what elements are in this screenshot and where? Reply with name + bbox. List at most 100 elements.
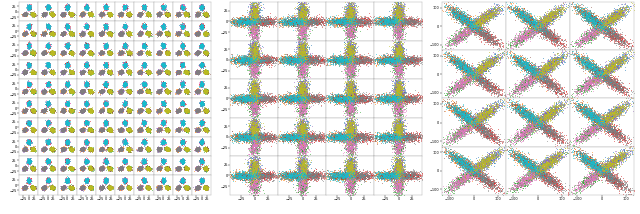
Point — [195, 178, 205, 182]
Point — [87, 13, 97, 17]
Point — [98, 148, 108, 152]
Point — [99, 43, 109, 47]
Point — [343, 101, 353, 105]
Point — [615, 6, 625, 10]
Point — [250, 14, 260, 18]
Point — [101, 138, 111, 142]
Point — [138, 23, 148, 26]
Point — [82, 138, 92, 142]
Point — [45, 89, 55, 92]
Point — [296, 132, 306, 136]
Point — [159, 83, 169, 86]
Point — [83, 12, 93, 15]
Point — [172, 50, 182, 54]
Point — [337, 60, 348, 64]
Point — [124, 109, 134, 112]
Point — [45, 70, 56, 74]
Point — [388, 22, 399, 25]
Point — [197, 160, 207, 164]
Point — [196, 61, 206, 65]
Point — [181, 51, 191, 55]
Point — [67, 14, 77, 17]
Point — [140, 82, 150, 85]
Point — [393, 179, 403, 182]
Point — [295, 161, 305, 165]
Point — [45, 179, 55, 183]
Point — [58, 186, 68, 189]
Point — [179, 166, 189, 169]
Point — [289, 135, 299, 138]
Point — [47, 70, 57, 73]
Point — [63, 123, 73, 126]
Point — [392, 100, 403, 104]
Point — [96, 52, 106, 55]
Point — [163, 49, 173, 53]
Point — [452, 59, 463, 62]
Point — [202, 109, 212, 112]
Point — [67, 110, 77, 113]
Point — [42, 179, 52, 182]
Point — [100, 178, 111, 181]
Point — [102, 82, 112, 85]
Point — [143, 166, 153, 169]
Point — [176, 25, 186, 28]
Point — [24, 122, 34, 125]
Point — [374, 97, 385, 100]
Point — [116, 185, 126, 189]
Point — [142, 110, 152, 113]
Point — [29, 90, 40, 94]
Point — [106, 186, 116, 189]
Point — [161, 165, 172, 169]
Point — [410, 98, 420, 102]
Point — [19, 91, 29, 94]
Point — [101, 141, 111, 145]
Point — [138, 180, 148, 183]
Point — [78, 70, 88, 74]
Point — [63, 3, 74, 6]
Point — [38, 148, 49, 152]
Point — [536, 74, 546, 78]
Point — [62, 178, 72, 181]
Point — [44, 121, 54, 124]
Point — [342, 52, 352, 55]
Point — [119, 102, 129, 106]
Point — [253, 58, 264, 62]
Point — [143, 51, 154, 54]
Point — [329, 172, 339, 176]
Point — [468, 22, 478, 25]
Point — [484, 38, 494, 42]
Point — [234, 58, 244, 61]
Point — [452, 63, 463, 66]
Point — [476, 122, 486, 126]
Point — [479, 166, 489, 169]
Point — [181, 71, 191, 75]
Point — [46, 128, 56, 132]
Point — [123, 90, 133, 94]
Point — [141, 7, 151, 10]
Point — [125, 168, 135, 171]
Point — [58, 14, 68, 17]
Point — [535, 79, 545, 82]
Point — [608, 65, 618, 69]
Point — [58, 167, 68, 170]
Point — [354, 95, 364, 99]
Point — [24, 101, 34, 105]
Point — [248, 18, 259, 21]
Point — [116, 70, 127, 73]
Point — [77, 146, 88, 150]
Point — [77, 128, 88, 131]
Point — [526, 164, 536, 167]
Point — [26, 50, 36, 53]
Point — [100, 43, 111, 46]
Point — [594, 174, 604, 177]
Point — [586, 23, 596, 27]
Point — [346, 175, 356, 179]
Point — [201, 128, 211, 131]
Point — [592, 74, 602, 77]
Point — [252, 14, 262, 18]
Point — [77, 187, 87, 191]
Point — [247, 14, 257, 18]
Point — [106, 129, 116, 132]
Point — [22, 101, 32, 104]
Point — [126, 91, 136, 94]
